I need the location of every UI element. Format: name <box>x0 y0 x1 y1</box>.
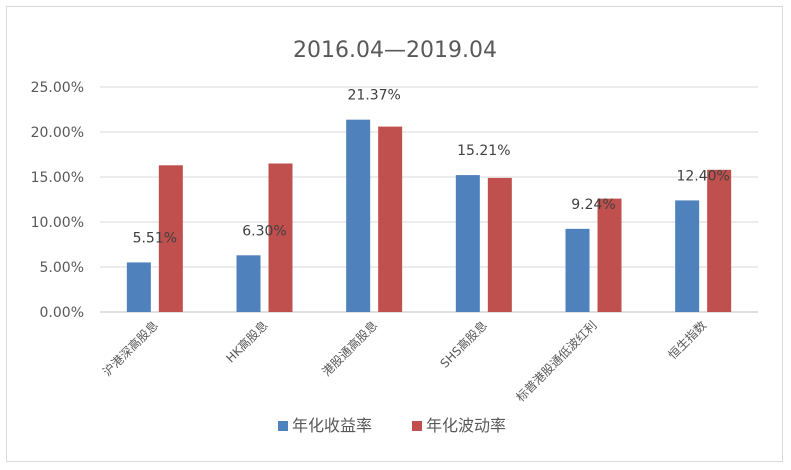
data-label: 5.51% <box>133 230 177 246</box>
x-category-label: 沪港深高股息 <box>99 318 161 380</box>
data-label: 9.24% <box>571 197 615 213</box>
data-label: 21.37% <box>347 88 400 104</box>
bar-annual-return <box>565 228 590 312</box>
bar-annual-volatility <box>268 163 293 312</box>
gridlines <box>100 86 758 313</box>
y-tick-label: 15.00% <box>31 170 84 186</box>
data-label: 6.30% <box>242 223 286 239</box>
y-tick-label: 10.00% <box>31 215 84 231</box>
bar-annual-volatility <box>487 177 512 312</box>
y-tick-label: 25.00% <box>31 80 84 96</box>
bar-annual-volatility <box>378 126 403 312</box>
x-category-label: SHS高股息 <box>437 318 490 371</box>
x-category-label: 恒生指数 <box>665 318 710 363</box>
legend: 年化收益率 年化波动率 <box>278 416 506 435</box>
x-category-label: 港股通高股息 <box>319 318 381 380</box>
legend-swatch <box>278 421 288 431</box>
bar-annual-return <box>346 119 371 312</box>
bar-annual-return <box>455 175 480 312</box>
data-label: 15.21% <box>457 143 510 159</box>
data-labels: 5.51% 6.30% 21.37% 15.21% 9.24% 12.40% <box>133 88 730 247</box>
legend-label: 年化波动率 <box>426 416 506 435</box>
y-tick-label: 0.00% <box>40 305 84 321</box>
bar-annual-volatility <box>158 165 183 312</box>
legend-label: 年化收益率 <box>292 416 372 435</box>
chart-title: 2016.04—2019.04 <box>293 38 497 63</box>
bar-annual-return <box>675 200 700 312</box>
y-tick-label: 20.00% <box>31 125 84 141</box>
x-category-label: HK高股息 <box>223 318 271 366</box>
legend-swatch <box>412 421 422 431</box>
y-tick-label: 5.00% <box>40 260 84 276</box>
x-axis-categories: 沪港深高股息 HK高股息 港股通高股息 SHS高股息 标普港股通低波红利 恒生指数 <box>99 318 709 405</box>
bar-annual-volatility <box>707 169 732 312</box>
y-axis-ticks: 0.00% 5.00% 10.00% 15.00% 20.00% 25.00% <box>31 80 84 321</box>
bar-annual-return <box>126 262 151 312</box>
bars <box>126 119 732 312</box>
bar-annual-return <box>236 255 261 312</box>
bar-annual-volatility <box>597 198 622 312</box>
x-category-label: 标普港股通低波红利 <box>513 318 600 405</box>
data-label: 12.40% <box>676 168 729 184</box>
